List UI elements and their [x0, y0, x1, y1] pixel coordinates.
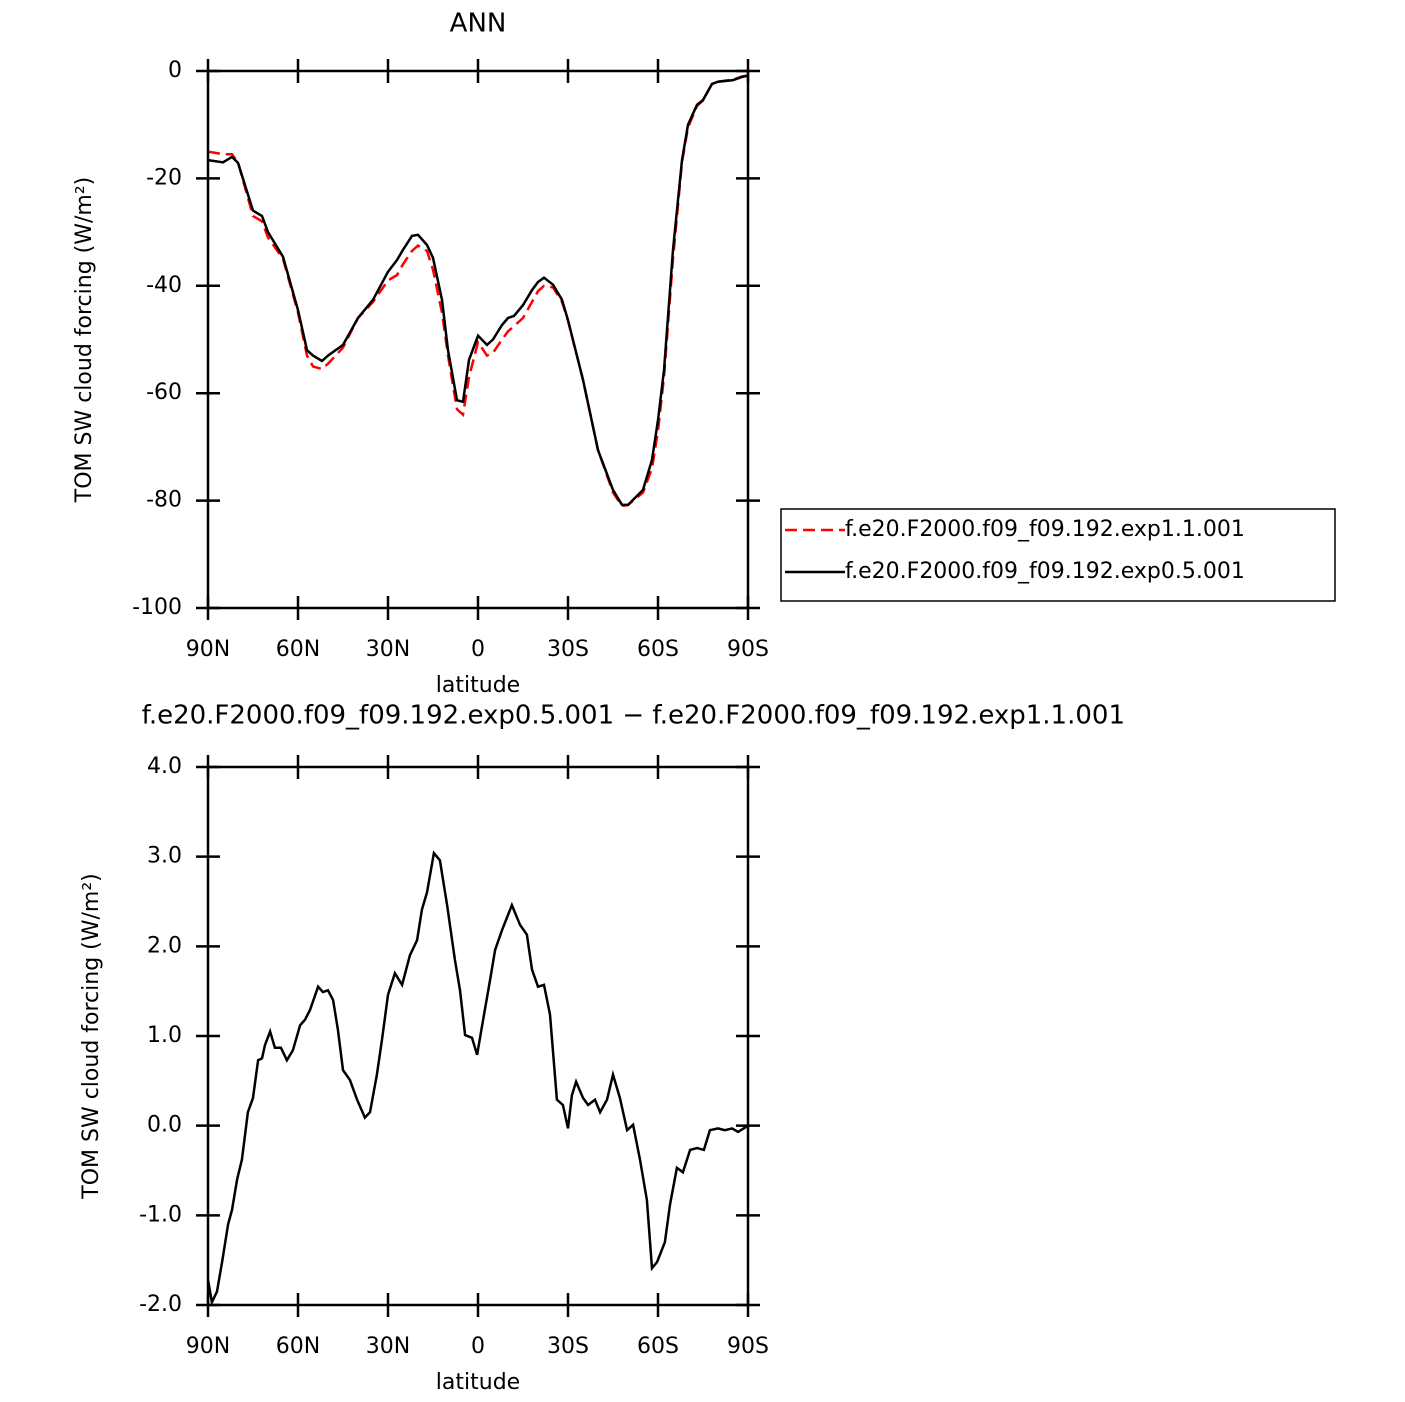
plot-frame — [206, 765, 750, 1307]
x-tick-label: 0 — [471, 1334, 485, 1359]
x-tick-label: 90N — [186, 637, 230, 662]
x-tick-label: 60S — [637, 1334, 679, 1359]
data-line — [206, 850, 749, 1307]
chart-title: ANN — [450, 9, 507, 39]
y-tick-label: 0 — [168, 58, 182, 83]
y-tick-label: -20 — [146, 165, 182, 190]
x-tick-label: 30S — [547, 1334, 589, 1359]
x-tick-label: 90S — [727, 637, 769, 662]
y-tick-label: -1.0 — [139, 1202, 182, 1227]
y-tick-label: -2.0 — [139, 1292, 182, 1317]
x-tick-label: 30N — [366, 637, 410, 662]
y-tick-label: 1.0 — [147, 1023, 182, 1048]
x-tick-label: 60S — [637, 637, 679, 662]
x-tick-label: 30N — [366, 1334, 410, 1359]
x-tick-label: 90S — [727, 1334, 769, 1359]
x-tick-label: 90N — [186, 1334, 230, 1359]
y-axis-label: TOM SW cloud forcing (W/m²) — [72, 177, 97, 503]
chart-title: f.e20.F2000.f09_f09.192.exp0.5.001 − f.e… — [142, 701, 1125, 731]
y-tick-label: 3.0 — [147, 844, 182, 869]
y-tick-label: 0.0 — [147, 1113, 182, 1138]
x-tick-label: 0 — [471, 637, 485, 662]
x-axis-label: latitude — [436, 673, 520, 698]
y-tick-label: -100 — [132, 595, 182, 620]
legend-label: f.e20.F2000.f09_f09.192.exp0.5.001 — [845, 559, 1245, 584]
x-axis-label: latitude — [436, 1370, 520, 1395]
plot-frame — [206, 69, 750, 610]
legend-label: f.e20.F2000.f09_f09.192.exp1.1.001 — [845, 517, 1245, 542]
legend-box — [780, 508, 1336, 602]
x-tick-label: 30S — [547, 637, 589, 662]
x-tick-label: 60N — [276, 1334, 320, 1359]
data-line — [207, 74, 749, 507]
y-tick-label: -80 — [146, 488, 182, 513]
y-tick-label: -60 — [146, 380, 182, 405]
y-axis-label: TOM SW cloud forcing (W/m²) — [79, 873, 104, 1199]
y-tick-label: 2.0 — [147, 933, 182, 958]
y-tick-label: -40 — [146, 273, 182, 298]
data-line — [207, 74, 749, 508]
y-tick-label: 4.0 — [147, 754, 182, 779]
x-tick-label: 60N — [276, 637, 320, 662]
